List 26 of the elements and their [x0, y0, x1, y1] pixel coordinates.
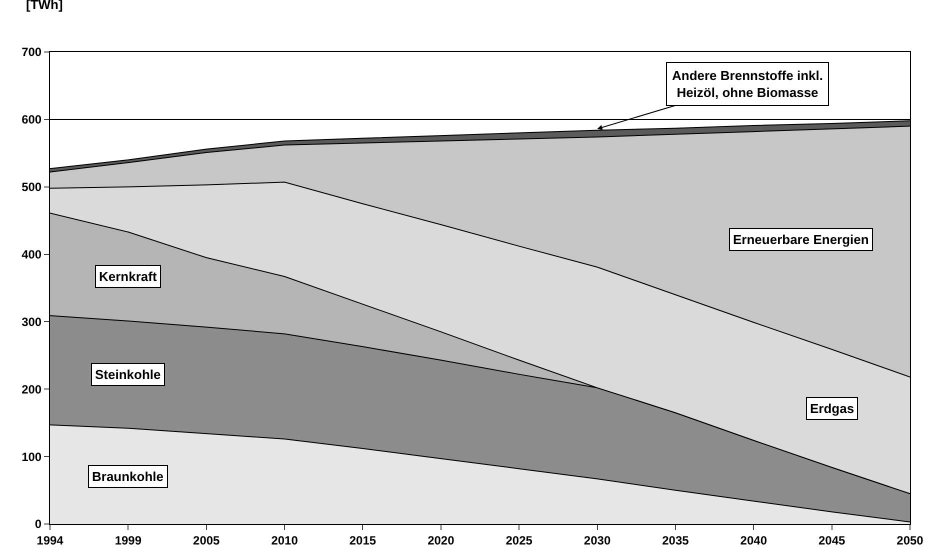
y-tick-label: 700	[22, 45, 42, 60]
series-label: Erneuerbare Energien	[733, 232, 869, 247]
x-tick-label: 2040	[740, 533, 768, 548]
x-tick-label: 2035	[662, 533, 690, 548]
series-label: Braunkohle	[92, 469, 164, 484]
x-tick-label: 2010	[271, 533, 298, 548]
x-tick-label: 2020	[428, 533, 455, 548]
x-tick-label: 2025	[506, 533, 533, 548]
x-tick-label: 2005	[193, 533, 220, 548]
series-label: Steinkohle	[95, 367, 161, 382]
x-tick-label: 1999	[114, 533, 142, 548]
y-tick-label: 500	[22, 180, 42, 194]
annotation: Andere Brennstoffe inkl. Heizöl, ohne Biomasse	[672, 68, 823, 100]
x-tick-label: 2015	[349, 533, 376, 548]
x-tick-label: 1994	[36, 533, 64, 548]
y-tick-label: 0	[34, 517, 42, 532]
y-tick-label: 100	[22, 450, 42, 464]
y-tick-label: 200	[22, 382, 42, 396]
x-tick-label: 2045	[818, 533, 846, 548]
series-label: Kernkraft	[99, 269, 158, 284]
y-tick-label: 400	[22, 247, 42, 262]
y-tick-label: 600	[22, 112, 42, 127]
y-tick-label: 300	[22, 314, 42, 329]
x-tick-label: 2030	[584, 533, 611, 548]
x-tick-label: 2050	[896, 533, 924, 548]
series-label: Erdgas	[810, 401, 854, 416]
